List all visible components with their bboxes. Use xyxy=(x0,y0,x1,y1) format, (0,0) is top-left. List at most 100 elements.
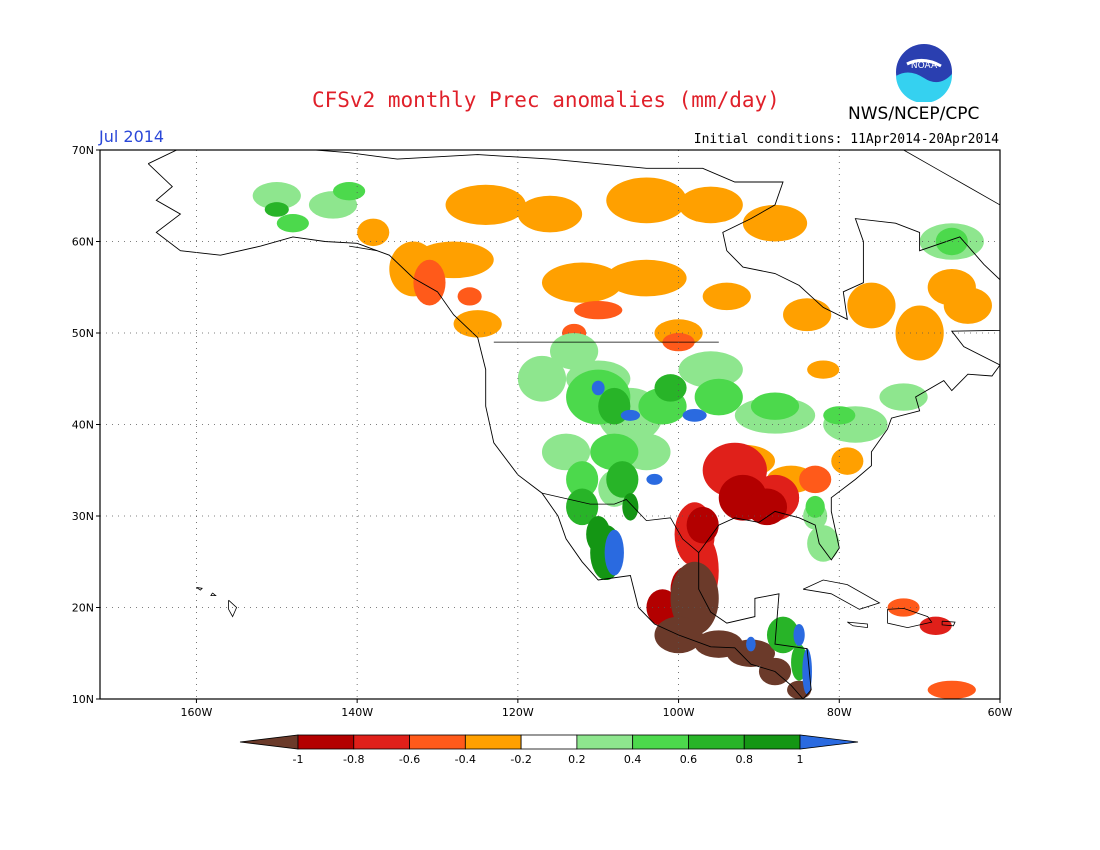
anomaly-cell xyxy=(606,461,639,498)
anomaly-cell xyxy=(694,378,743,416)
anomaly-cell xyxy=(654,374,687,402)
lat-tick-label: 10N xyxy=(72,693,94,706)
anomaly-cell xyxy=(919,616,952,635)
anomaly-cell xyxy=(606,177,687,224)
anomaly-cell xyxy=(847,282,896,329)
anomaly-cell xyxy=(682,408,707,422)
anomaly-cell xyxy=(264,202,289,217)
forecast-month: Jul 2014 xyxy=(99,127,165,146)
boundary-line xyxy=(228,599,238,618)
anomaly-cell xyxy=(252,182,301,210)
logo-text: NOAA xyxy=(911,61,938,71)
map-frame xyxy=(99,149,1001,700)
anomaly-cell xyxy=(550,333,599,370)
lon-tick-label: 60W xyxy=(988,706,1013,719)
anomaly-cell xyxy=(517,195,583,233)
boundary-line xyxy=(196,587,203,591)
noaa-logo-icon: NOAA xyxy=(896,44,953,102)
anomaly-cell xyxy=(678,186,743,224)
boundary-line xyxy=(541,492,699,553)
colorbar-swatch xyxy=(297,734,355,750)
anomaly-cell xyxy=(935,227,968,256)
initial-conditions: Initial conditions: 11Apr2014-20Apr2014 xyxy=(693,132,999,147)
colorbar-label: 0.6 xyxy=(680,753,698,766)
lon-tick-label: 160W xyxy=(180,706,212,719)
boundary-line xyxy=(802,579,881,610)
lat-tick-label: 30N xyxy=(72,510,94,523)
boundary-line xyxy=(847,621,868,629)
anomaly-cell xyxy=(686,506,719,544)
anomaly-cell xyxy=(541,433,591,471)
anomaly-cell xyxy=(726,639,776,667)
anomaly-cell xyxy=(445,184,526,226)
colorbar-label: -0.4 xyxy=(455,753,476,766)
colorbar-label: 0.2 xyxy=(568,753,586,766)
anomaly-cell xyxy=(604,529,624,576)
colorbar-swatch xyxy=(688,734,745,750)
anomaly-cell xyxy=(807,525,840,562)
lon-tick-label: 80W xyxy=(827,706,852,719)
anomaly-cell xyxy=(591,380,605,396)
lon-tick-label: 120W xyxy=(502,706,534,719)
lon-tick-label: 140W xyxy=(341,706,373,719)
colorbar-label: 0.8 xyxy=(735,753,753,766)
anomaly-cell xyxy=(802,648,812,695)
chart-title: CFSv2 monthly Prec anomalies (mm/day) xyxy=(312,88,780,112)
lat-tick-label: 40N xyxy=(72,419,94,432)
anomaly-cell xyxy=(746,636,756,652)
colorbar-swatch xyxy=(632,734,689,750)
anomaly-cell xyxy=(276,214,309,233)
anomaly-cell xyxy=(541,262,623,303)
anomaly-cell xyxy=(943,287,992,324)
colorbar-label: -0.6 xyxy=(399,753,420,766)
anomaly-cell xyxy=(453,310,502,338)
anomaly-cell xyxy=(793,623,805,646)
anomaly-cell xyxy=(823,406,856,425)
anomaly-cell xyxy=(799,465,832,494)
colorbar-label: -0.8 xyxy=(343,753,364,766)
lat-tick-label: 70N xyxy=(72,144,94,157)
grid-lines xyxy=(96,149,1001,703)
boundary-line xyxy=(903,150,1000,206)
boundary-line xyxy=(887,607,933,629)
anomaly-cell xyxy=(357,218,390,247)
colorbar-label: -1 xyxy=(293,753,304,766)
anomaly-cell xyxy=(670,561,719,635)
anomaly-cell xyxy=(457,287,482,306)
colorbar-swatch xyxy=(464,734,522,750)
anomaly-field xyxy=(252,177,992,699)
anomaly-cell xyxy=(742,204,808,242)
anomaly-cell xyxy=(783,298,832,332)
anomaly-cell xyxy=(887,598,920,617)
boundary-line xyxy=(210,592,217,596)
lat-tick-label: 20N xyxy=(72,602,94,615)
lat-tick-label: 50N xyxy=(72,327,94,340)
anomaly-cell xyxy=(646,473,663,485)
lat-tick-labels: 70N 60N 50N 40N 30N 20N 10N xyxy=(72,144,94,706)
anomaly-cell xyxy=(517,355,567,402)
anomaly-cell xyxy=(831,447,864,475)
anomaly-cell xyxy=(620,409,640,421)
colorbar-label: 0.4 xyxy=(624,753,642,766)
boundary-line xyxy=(941,620,956,627)
anomaly-cell xyxy=(702,282,751,311)
colorbar-arrow-high xyxy=(799,734,859,750)
anomaly-cell xyxy=(574,300,623,320)
agency-label: NWS/NCEP/CPC xyxy=(848,104,980,124)
anomaly-cell xyxy=(566,461,599,498)
coastlines xyxy=(147,150,1000,699)
lat-tick-label: 60N xyxy=(72,236,94,249)
anomaly-cell xyxy=(750,392,800,420)
colorbar-label: -0.2 xyxy=(510,753,531,766)
anomaly-cell xyxy=(927,680,976,699)
anomaly-cell xyxy=(895,305,944,361)
anomaly-cell xyxy=(622,493,639,521)
anomaly-cell xyxy=(586,516,611,553)
colorbar: -1 -0.8 -0.6 -0.4 -0.2 0.2 0.4 0.6 0.8 1 xyxy=(239,734,859,766)
anomaly-cell xyxy=(879,383,928,411)
anomaly-cell xyxy=(606,259,687,297)
colorbar-label: 1 xyxy=(797,753,804,766)
anomaly-cell xyxy=(746,488,788,526)
colorbar-arrow-low xyxy=(239,734,299,750)
